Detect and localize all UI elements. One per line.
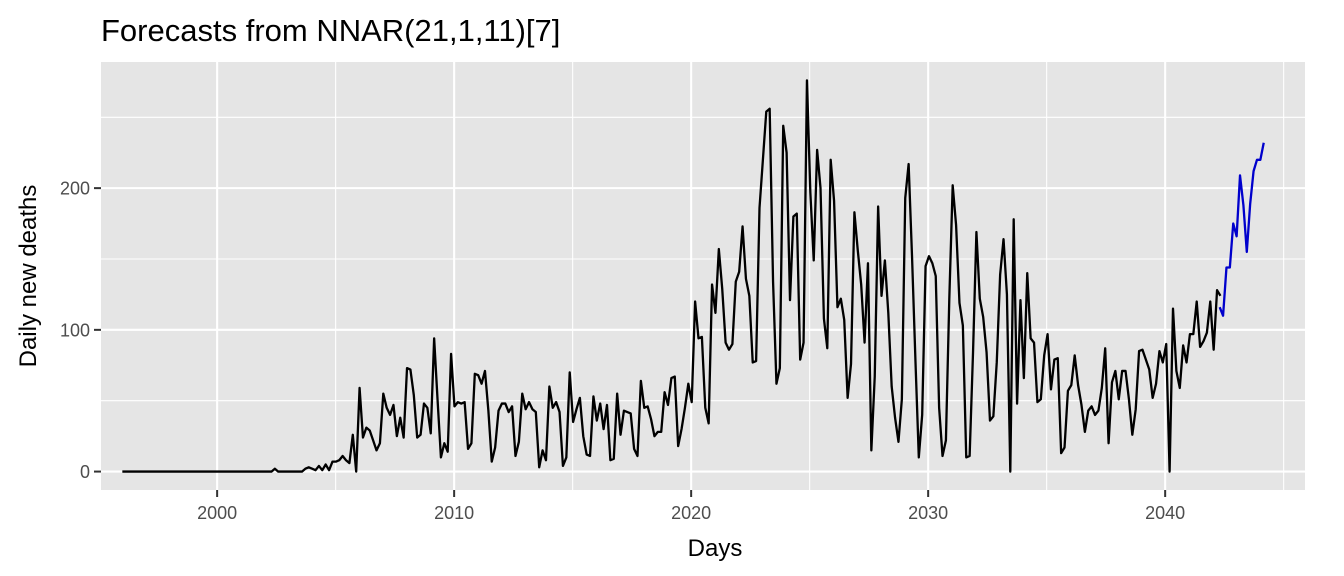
y-tick-label: 200 [60, 179, 90, 199]
series-line-history [122, 79, 1222, 473]
x-axis-title: Days [688, 535, 743, 562]
x-tick-label: 2020 [671, 503, 711, 523]
y-tick-label: 0 [80, 462, 90, 482]
x-tick-label: 2000 [197, 503, 237, 523]
chart-title: Forecasts from NNAR(21,1,11)[7] [101, 13, 560, 48]
plot-panel [101, 62, 1305, 490]
series-line-forecast [1218, 142, 1265, 317]
x-tick-label: 2030 [908, 503, 948, 523]
x-tick-label: 2040 [1145, 503, 1185, 523]
y-tick-label: 100 [60, 320, 90, 340]
x-tick-label: 2010 [434, 503, 474, 523]
y-axis-title: Daily new deaths [15, 185, 42, 368]
series-layer [122, 79, 1265, 473]
axes: 2000 2010 2020 2030 2040 0 100 200 [60, 179, 1185, 523]
